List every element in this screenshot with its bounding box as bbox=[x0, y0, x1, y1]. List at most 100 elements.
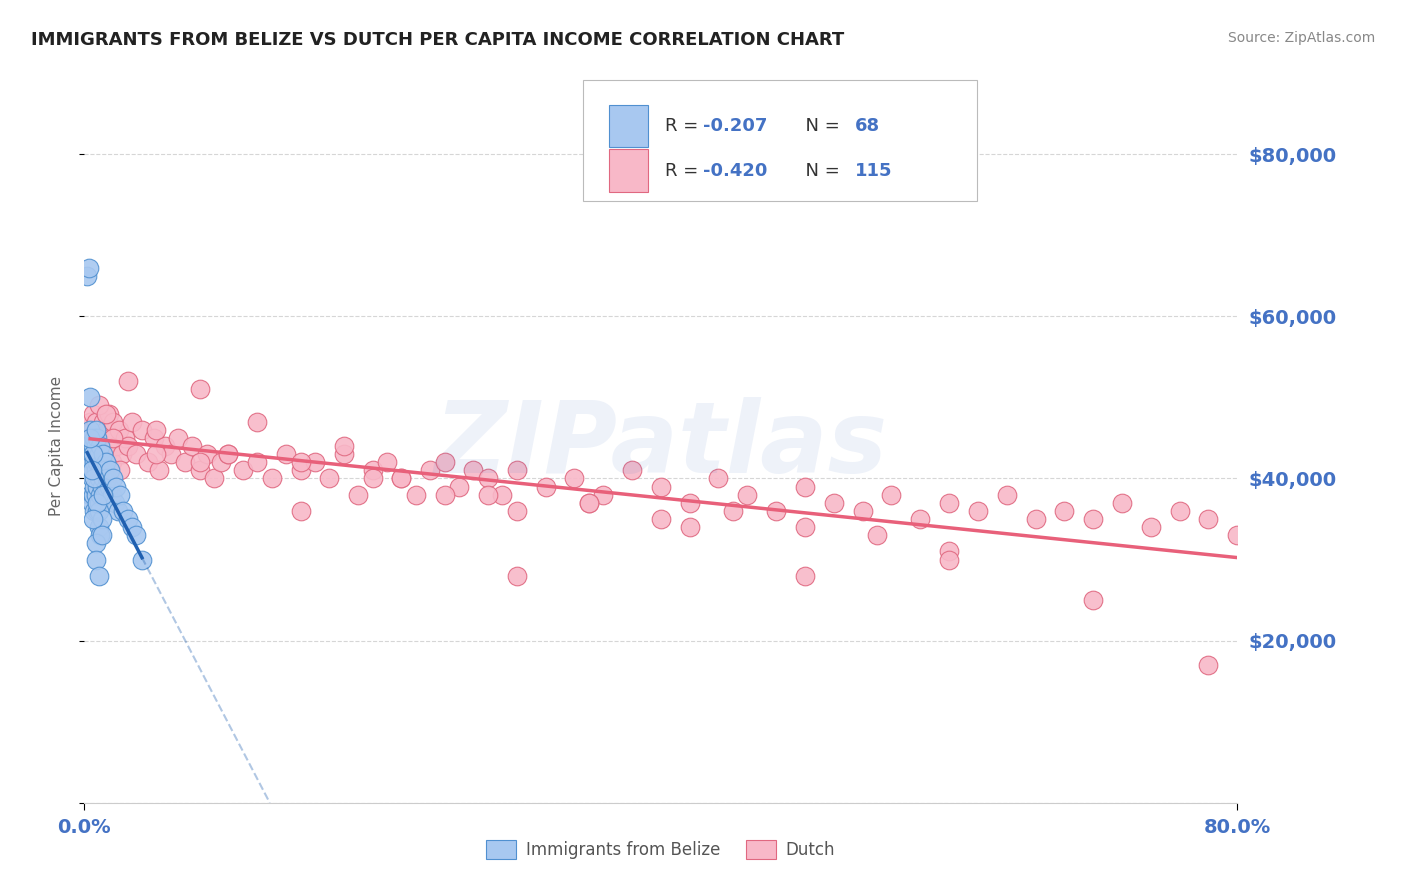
Point bbox=[86, 496, 108, 510]
Point bbox=[1140, 520, 1163, 534]
Text: -0.207: -0.207 bbox=[703, 117, 768, 135]
Point bbox=[117, 439, 139, 453]
Point bbox=[110, 463, 132, 477]
Point bbox=[110, 488, 132, 502]
Point bbox=[84, 415, 107, 429]
Point bbox=[94, 423, 117, 437]
Text: N =: N = bbox=[794, 161, 846, 179]
Text: N =: N = bbox=[794, 117, 846, 135]
Point bbox=[1198, 657, 1220, 672]
Point bbox=[145, 423, 167, 437]
Point bbox=[121, 520, 143, 534]
Point bbox=[103, 431, 124, 445]
Point bbox=[100, 488, 122, 502]
Point bbox=[578, 496, 600, 510]
Point bbox=[97, 407, 120, 421]
Point bbox=[86, 479, 108, 493]
Point bbox=[794, 479, 817, 493]
Point bbox=[89, 447, 111, 461]
Point bbox=[80, 471, 103, 485]
Point bbox=[89, 439, 111, 453]
Point bbox=[79, 431, 101, 445]
Point bbox=[84, 439, 107, 453]
Point bbox=[108, 423, 131, 437]
Point bbox=[794, 568, 817, 582]
Point bbox=[218, 447, 240, 461]
Point bbox=[823, 496, 845, 510]
Text: Source: ZipAtlas.com: Source: ZipAtlas.com bbox=[1227, 31, 1375, 45]
Point bbox=[84, 423, 107, 437]
Point bbox=[98, 431, 121, 445]
Point bbox=[86, 431, 108, 445]
Point bbox=[86, 504, 108, 518]
Point bbox=[174, 455, 197, 469]
Point bbox=[794, 520, 817, 534]
Point bbox=[87, 568, 110, 582]
Point bbox=[333, 439, 356, 453]
Point bbox=[477, 488, 499, 502]
Point bbox=[995, 488, 1018, 502]
Point bbox=[188, 382, 211, 396]
Point bbox=[114, 431, 136, 445]
Point bbox=[107, 504, 129, 518]
Point bbox=[84, 488, 107, 502]
Point bbox=[77, 455, 100, 469]
Point bbox=[87, 496, 110, 510]
Point bbox=[209, 455, 232, 469]
Point bbox=[449, 479, 471, 493]
Point bbox=[290, 463, 312, 477]
Point bbox=[188, 455, 211, 469]
Point bbox=[79, 415, 101, 429]
Text: IMMIGRANTS FROM BELIZE VS DUTCH PER CAPITA INCOME CORRELATION CHART: IMMIGRANTS FROM BELIZE VS DUTCH PER CAPI… bbox=[31, 31, 844, 49]
Point bbox=[82, 488, 104, 502]
Point bbox=[131, 552, 153, 566]
Y-axis label: Per Capita Income: Per Capita Income bbox=[49, 376, 63, 516]
Point bbox=[94, 479, 117, 493]
Point bbox=[167, 431, 190, 445]
Text: 68: 68 bbox=[855, 117, 880, 135]
Point bbox=[218, 447, 240, 461]
Point bbox=[111, 447, 134, 461]
Point bbox=[83, 431, 105, 445]
Point bbox=[125, 447, 148, 461]
Point bbox=[721, 504, 744, 518]
Point bbox=[105, 479, 128, 493]
Point bbox=[765, 504, 787, 518]
Point bbox=[202, 471, 225, 485]
Text: R =: R = bbox=[665, 161, 704, 179]
Text: ZIPatlas: ZIPatlas bbox=[434, 398, 887, 494]
Point bbox=[419, 463, 441, 477]
Point bbox=[650, 512, 672, 526]
Point bbox=[506, 568, 529, 582]
Point bbox=[650, 479, 672, 493]
Point bbox=[506, 504, 529, 518]
Point bbox=[145, 447, 167, 461]
Point bbox=[679, 496, 702, 510]
Point bbox=[96, 447, 118, 461]
Point bbox=[104, 496, 127, 510]
Point bbox=[246, 455, 269, 469]
Point bbox=[86, 455, 108, 469]
Point bbox=[80, 463, 103, 477]
Point bbox=[290, 504, 312, 518]
Point bbox=[100, 455, 122, 469]
Point bbox=[103, 471, 124, 485]
Point bbox=[80, 447, 103, 461]
Point bbox=[87, 520, 110, 534]
Point bbox=[84, 552, 107, 566]
Point bbox=[1083, 512, 1105, 526]
Point bbox=[318, 471, 340, 485]
Point bbox=[938, 552, 960, 566]
Point bbox=[910, 512, 932, 526]
Point bbox=[195, 447, 218, 461]
Point bbox=[938, 496, 960, 510]
Point bbox=[491, 488, 513, 502]
Text: -0.420: -0.420 bbox=[703, 161, 768, 179]
Point bbox=[87, 399, 110, 413]
Point bbox=[347, 488, 370, 502]
Point bbox=[89, 463, 111, 477]
Point bbox=[76, 439, 98, 453]
Point bbox=[98, 463, 121, 477]
Point bbox=[90, 528, 112, 542]
Point bbox=[87, 504, 110, 518]
